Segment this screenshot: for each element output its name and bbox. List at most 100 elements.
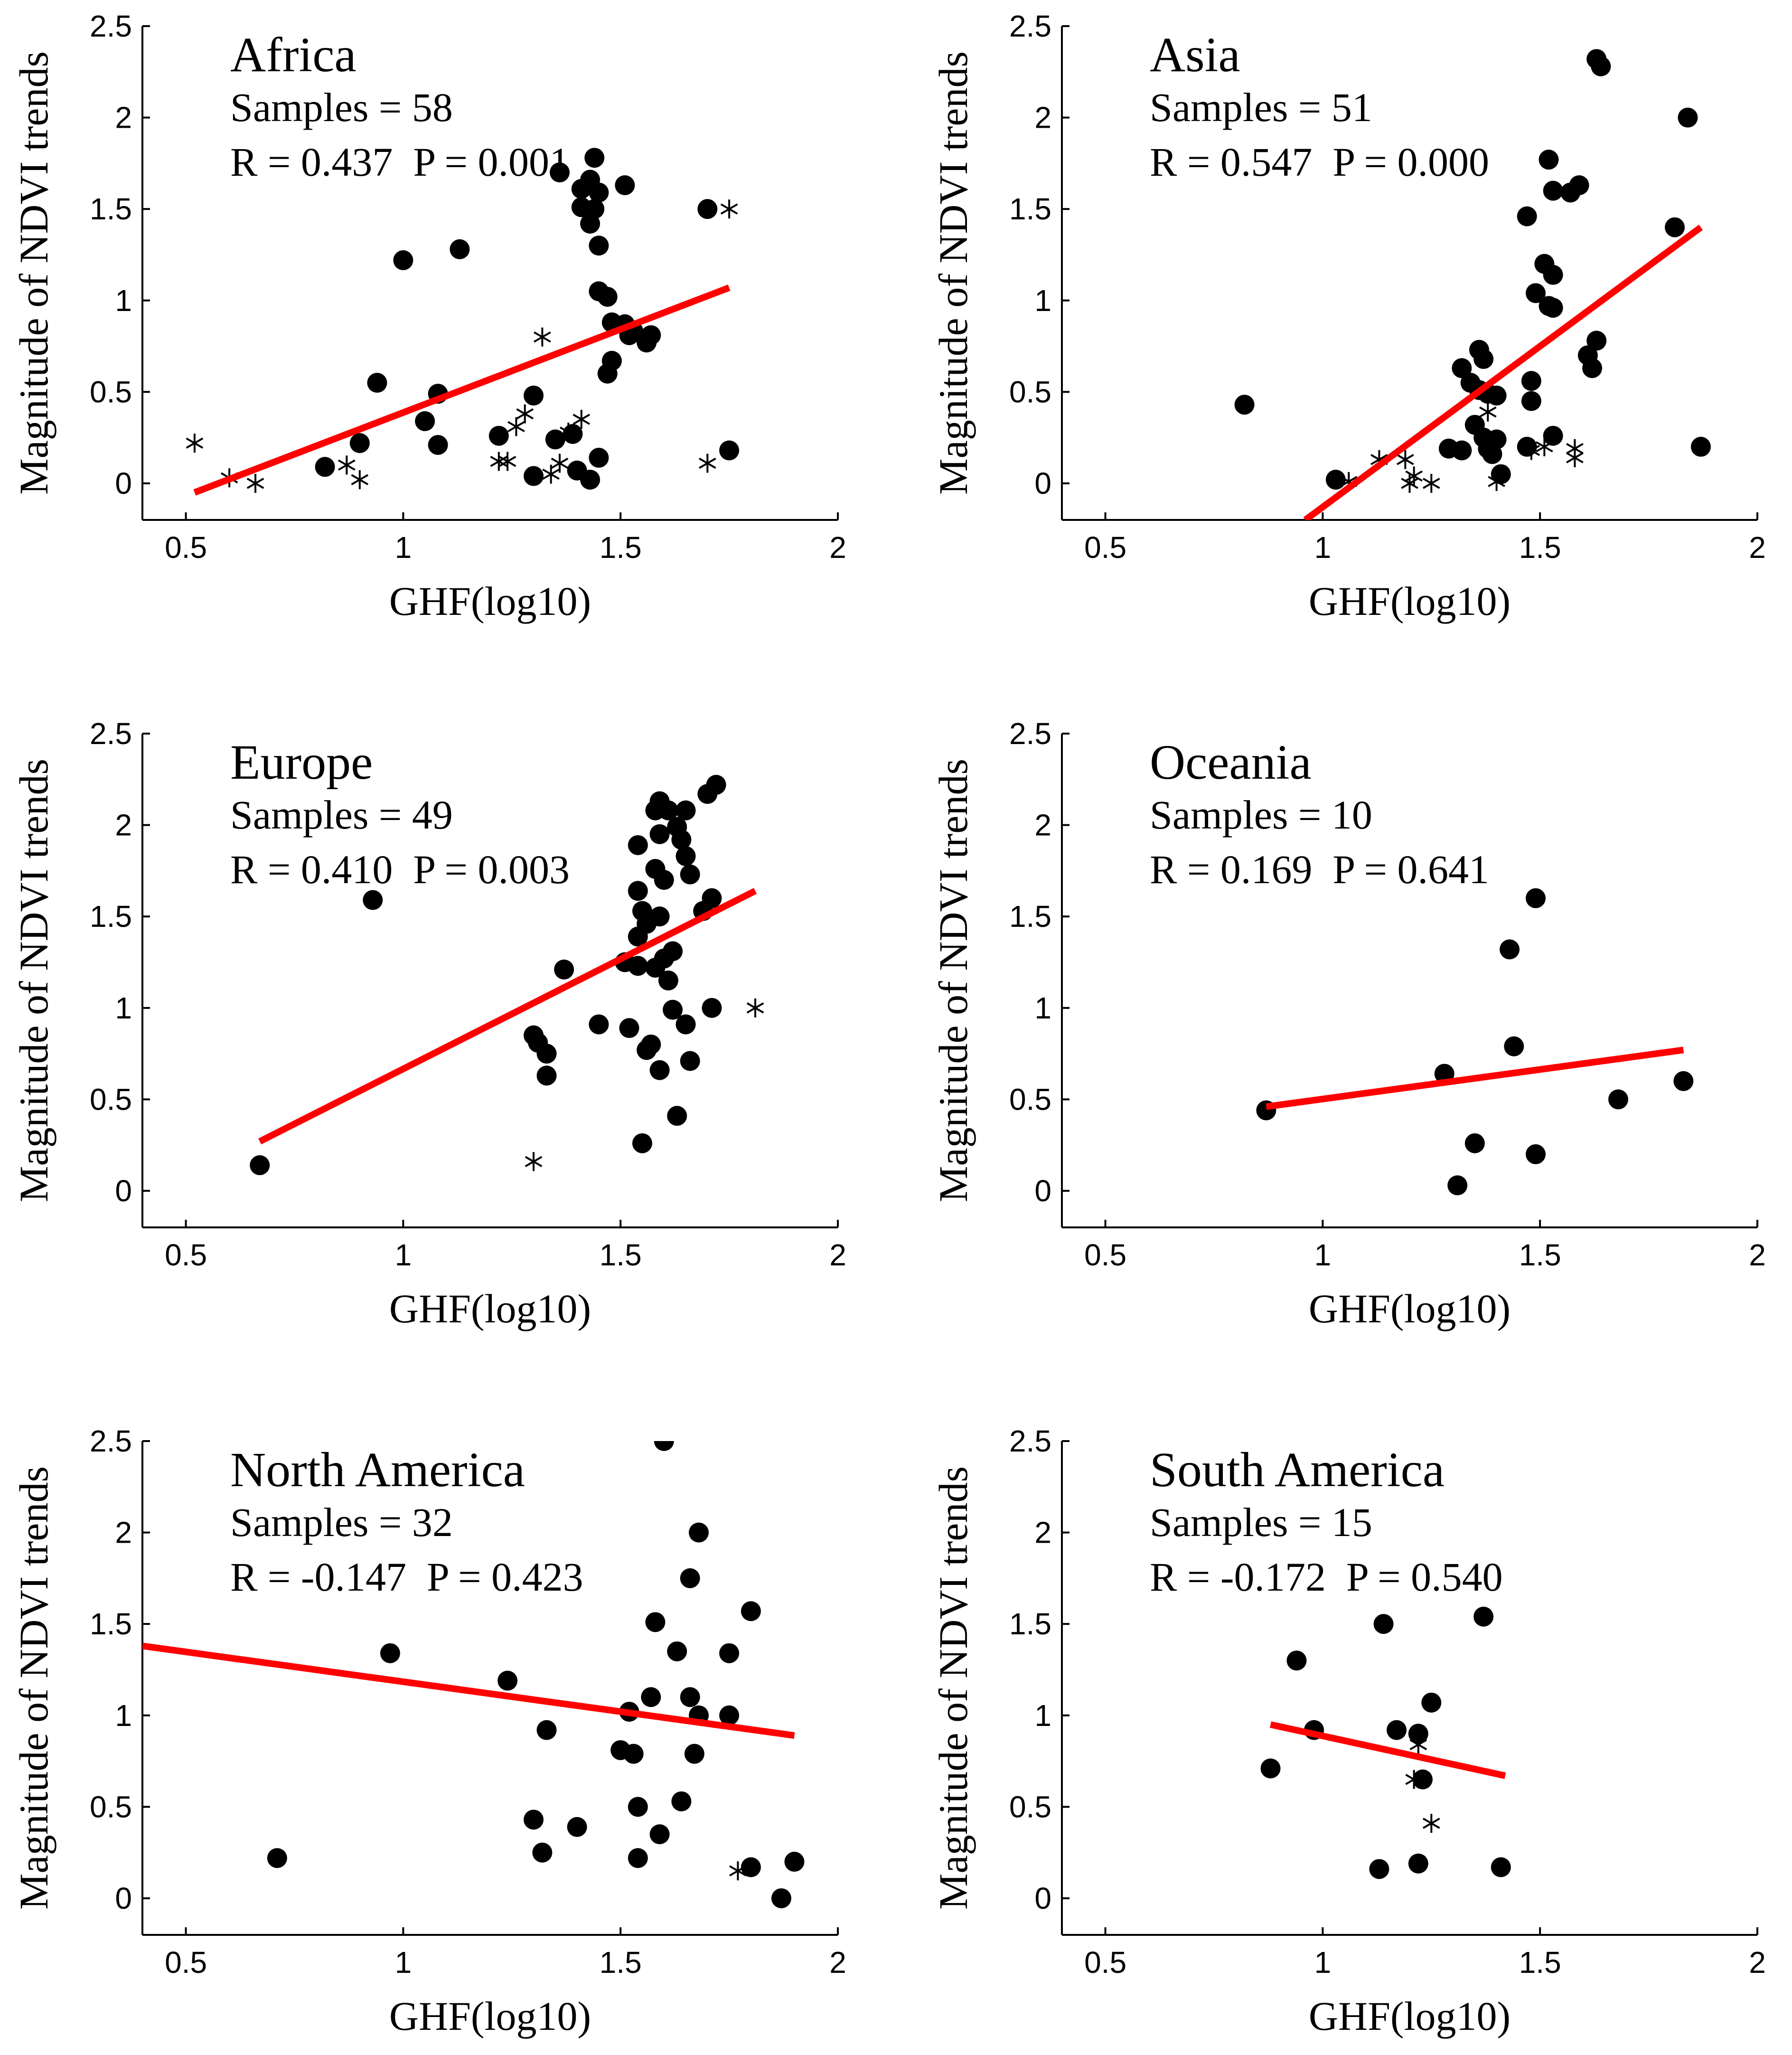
data-marks: [1256, 888, 1694, 1196]
x-tick-label: 0.5: [165, 1945, 207, 1980]
data-point-dot: [645, 958, 666, 978]
data-point-dot: [680, 1051, 700, 1071]
star-stroke: [1409, 1739, 1427, 1751]
y-tick-label: 2: [115, 1516, 132, 1550]
data-point-star: [1401, 473, 1418, 493]
data-point-dot: [628, 881, 648, 901]
star-stroke: [1479, 406, 1497, 418]
data-point-dot: [1543, 298, 1563, 318]
data-point-dot: [1543, 425, 1563, 446]
data-point-dot: [536, 1044, 557, 1064]
data-point-dot: [584, 148, 605, 168]
regression-line: [1270, 1721, 1506, 1779]
y-tick-label: 1.5: [90, 1607, 132, 1641]
x-axis-title: GHF(log10): [389, 1993, 591, 2039]
panel-title: Africa: [230, 28, 357, 82]
panel-africa: 0 0.5 1 1.5 2 2.5 0.5 1 1.5 2 GHF(log10) Magnitude …: [11, 9, 846, 624]
regression-line: [258, 888, 757, 1145]
data-point-dot: [628, 1848, 648, 1868]
data-point-star: [698, 453, 716, 473]
data-point-dot: [671, 830, 692, 850]
stats-label: R = 0.169 P = 0.641: [1150, 847, 1489, 892]
stats-label: R = 0.437 P = 0.001: [230, 139, 570, 185]
data-point-dot: [1482, 444, 1502, 464]
y-tick-label: 2.5: [1009, 1424, 1051, 1458]
y-axis-title: Magnitude of NDVI trends: [11, 759, 56, 1202]
data-point-star: [498, 452, 516, 471]
data-point-star: [1422, 473, 1440, 493]
y-axis-title: Magnitude of NDVI trends: [930, 51, 976, 495]
star-stroke: [1397, 454, 1414, 465]
data-point-dot: [680, 1568, 700, 1588]
data-point-dot: [580, 214, 600, 234]
star-stroke: [1340, 476, 1358, 487]
star-stroke: [246, 478, 264, 489]
y-axis-title: Magnitude of NDVI trends: [11, 1466, 56, 1910]
y-axis-title: Magnitude of NDVI trends: [930, 759, 976, 1202]
data-point-star: [507, 417, 525, 436]
data-point-star: [186, 434, 204, 453]
data-point-star: [746, 998, 764, 1018]
data-point-dot: [1447, 1175, 1468, 1196]
data-point-dot: [597, 287, 618, 307]
data-point-star: [246, 473, 264, 493]
data-point-dot: [1408, 1724, 1428, 1744]
star-stroke: [1401, 478, 1418, 489]
data-point-star: [1405, 1770, 1423, 1789]
panel-title: North America: [230, 1442, 525, 1497]
data-point-dot: [1539, 150, 1559, 170]
data-point-dot: [663, 999, 683, 1020]
regression-line: [1266, 1046, 1684, 1110]
data-point-dot: [741, 1601, 761, 1621]
data-point-dot: [1569, 175, 1589, 196]
data-point-dot: [545, 429, 565, 450]
data-point-dot: [1673, 1071, 1694, 1091]
data-point-star: [1566, 448, 1584, 468]
data-point-dot: [1387, 1720, 1407, 1740]
star-stroke: [746, 1002, 764, 1014]
y-tick-label: 1: [115, 1698, 132, 1733]
data-point-star: [1409, 1735, 1427, 1754]
panel-title: Asia: [1150, 28, 1240, 82]
x-tick-label: 2: [1749, 530, 1766, 565]
x-tick-label: 1: [1314, 1945, 1332, 1980]
y-tick-label: 0.5: [90, 1790, 132, 1824]
x-tick-label: 1: [395, 1238, 412, 1272]
star-stroke: [1522, 444, 1540, 456]
data-point-dot: [488, 425, 509, 446]
data-point-dot: [267, 1848, 287, 1868]
y-tick-label: 2.5: [90, 9, 132, 43]
data-marks: [142, 1441, 805, 1908]
x-tick-label: 1: [395, 1945, 412, 1980]
x-tick-label: 2: [829, 530, 846, 565]
panel-north-america: 0 0.5 1 1.5 2 2.5 0.5 1 1.5 2 GHF(log10) Magnitude …: [11, 1424, 846, 2039]
data-point-dot: [1543, 180, 1563, 201]
samples-label: Samples = 49: [230, 792, 453, 838]
y-tick-label: 2.5: [90, 1424, 132, 1458]
x-tick-label: 1: [1314, 530, 1332, 565]
data-point-dot: [1369, 1859, 1389, 1879]
y-tick-label: 2: [115, 808, 132, 842]
data-point-dot: [784, 1851, 805, 1872]
data-point-dot: [589, 1014, 609, 1035]
data-point-dot: [380, 1643, 400, 1663]
y-axis-title: Magnitude of NDVI trends: [11, 51, 56, 495]
x-axis-title: GHF(log10): [389, 1286, 591, 1331]
data-point-star: [729, 1861, 747, 1881]
data-point-dot: [1260, 1758, 1281, 1779]
star-stroke: [507, 421, 525, 433]
data-point-dot: [667, 1641, 687, 1661]
data-point-dot: [1438, 438, 1459, 459]
data-point-dot: [671, 1791, 692, 1811]
data-point-dot: [367, 373, 387, 393]
samples-label: Samples = 10: [1150, 792, 1372, 838]
star-stroke: [351, 474, 369, 485]
data-point-dot: [536, 1065, 557, 1086]
data-point-dot: [1473, 349, 1494, 369]
data-point-dot: [589, 448, 609, 468]
x-axis-title: GHF(log10): [389, 578, 591, 624]
y-tick-label: 1: [1034, 991, 1051, 1025]
data-point-dot: [615, 175, 635, 196]
samples-label: Samples = 15: [1150, 1499, 1372, 1545]
y-tick-label: 1.5: [90, 899, 132, 933]
